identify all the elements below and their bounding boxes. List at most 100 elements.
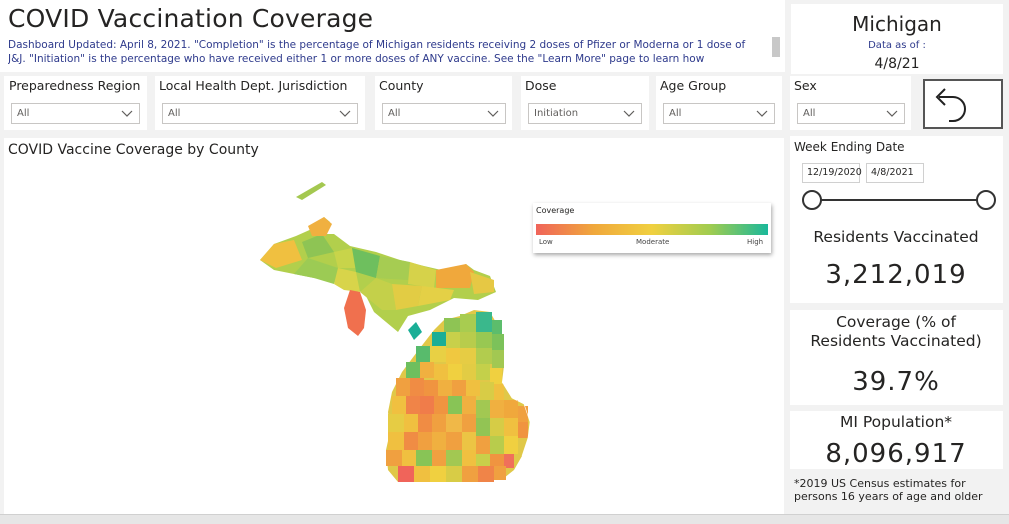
county[interactable] bbox=[404, 432, 418, 450]
county[interactable] bbox=[460, 348, 476, 364]
county-dropdown[interactable]: All bbox=[382, 103, 506, 124]
county[interactable] bbox=[386, 450, 402, 466]
county[interactable] bbox=[448, 396, 462, 414]
county[interactable] bbox=[476, 436, 490, 454]
county[interactable] bbox=[460, 314, 476, 332]
county-iron[interactable] bbox=[294, 258, 338, 284]
county[interactable] bbox=[396, 378, 410, 396]
slider-start-handle[interactable] bbox=[802, 190, 822, 210]
county[interactable] bbox=[490, 436, 504, 454]
county-chippewa[interactable] bbox=[436, 264, 474, 288]
county[interactable] bbox=[462, 414, 476, 432]
county[interactable] bbox=[446, 332, 460, 348]
county-alger[interactable] bbox=[376, 256, 410, 280]
county[interactable] bbox=[518, 422, 528, 438]
county[interactable] bbox=[432, 450, 446, 466]
county[interactable] bbox=[476, 364, 490, 380]
county[interactable] bbox=[398, 466, 414, 482]
county[interactable] bbox=[490, 400, 504, 418]
slider-end-handle[interactable] bbox=[976, 190, 996, 210]
county-mackinac[interactable] bbox=[418, 286, 454, 306]
county[interactable] bbox=[406, 396, 420, 414]
county-dickinson[interactable] bbox=[334, 268, 360, 292]
county[interactable] bbox=[404, 414, 418, 432]
county[interactable] bbox=[424, 380, 438, 396]
county[interactable] bbox=[452, 380, 466, 396]
county[interactable] bbox=[466, 380, 480, 396]
county-keweenaw-isle-royale[interactable] bbox=[296, 182, 326, 200]
county[interactable] bbox=[444, 318, 460, 332]
county[interactable] bbox=[504, 454, 514, 468]
county[interactable] bbox=[418, 432, 432, 450]
description-scrollbar[interactable] bbox=[772, 37, 780, 57]
county[interactable] bbox=[492, 320, 502, 334]
michigan-county-map[interactable] bbox=[4, 160, 564, 505]
county[interactable] bbox=[410, 378, 424, 396]
county[interactable] bbox=[446, 414, 462, 432]
county[interactable] bbox=[420, 396, 434, 414]
county[interactable] bbox=[462, 466, 478, 482]
county[interactable] bbox=[432, 414, 446, 432]
county-luce[interactable] bbox=[408, 262, 436, 288]
county[interactable] bbox=[416, 450, 432, 466]
county[interactable] bbox=[420, 362, 434, 378]
county-baraga[interactable] bbox=[334, 248, 356, 268]
county[interactable] bbox=[446, 450, 462, 466]
county[interactable] bbox=[438, 380, 452, 396]
county[interactable] bbox=[462, 364, 476, 380]
age-group-dropdown[interactable]: All bbox=[663, 103, 775, 124]
county[interactable] bbox=[434, 364, 448, 380]
county-delta[interactable] bbox=[360, 278, 396, 310]
county[interactable] bbox=[388, 414, 404, 432]
county-houghton[interactable] bbox=[308, 217, 332, 236]
county[interactable] bbox=[406, 362, 420, 378]
county[interactable] bbox=[430, 466, 446, 482]
county[interactable] bbox=[432, 332, 446, 346]
county[interactable] bbox=[462, 450, 476, 466]
end-date-input[interactable]: 4/8/2021 bbox=[866, 163, 924, 183]
county[interactable] bbox=[492, 350, 504, 368]
county[interactable] bbox=[446, 348, 460, 364]
county[interactable] bbox=[476, 312, 492, 332]
start-date-input[interactable]: 12/19/2020 bbox=[802, 163, 862, 183]
county[interactable] bbox=[434, 396, 448, 414]
county[interactable] bbox=[462, 432, 476, 450]
county[interactable] bbox=[476, 348, 492, 364]
county[interactable] bbox=[494, 384, 504, 400]
county[interactable] bbox=[446, 432, 462, 450]
county[interactable] bbox=[392, 396, 406, 414]
county[interactable] bbox=[414, 466, 430, 482]
county-schoolcraft[interactable] bbox=[392, 284, 422, 310]
dose-dropdown[interactable]: Initiation bbox=[528, 103, 642, 124]
county[interactable] bbox=[504, 400, 518, 418]
county[interactable] bbox=[478, 466, 494, 482]
county-menominee[interactable] bbox=[344, 290, 366, 336]
county[interactable] bbox=[388, 432, 404, 450]
preparedness-region-dropdown[interactable]: All bbox=[11, 103, 140, 124]
county[interactable] bbox=[504, 436, 518, 454]
back-button[interactable] bbox=[923, 79, 1003, 129]
county[interactable] bbox=[476, 400, 490, 418]
county[interactable] bbox=[460, 332, 476, 348]
county[interactable] bbox=[402, 450, 416, 466]
county-gogebic[interactable] bbox=[260, 240, 302, 268]
county[interactable] bbox=[480, 382, 494, 400]
sex-dropdown[interactable]: All bbox=[797, 103, 905, 124]
county[interactable] bbox=[448, 364, 462, 380]
county-leelanau[interactable] bbox=[408, 322, 422, 340]
county[interactable] bbox=[476, 418, 490, 436]
county[interactable] bbox=[504, 418, 518, 436]
date-range-slider[interactable] bbox=[800, 188, 1000, 212]
county[interactable] bbox=[490, 418, 504, 436]
county[interactable] bbox=[490, 454, 504, 468]
county[interactable] bbox=[432, 432, 446, 450]
county-marquette[interactable] bbox=[352, 248, 380, 278]
county[interactable] bbox=[476, 332, 492, 348]
county[interactable] bbox=[476, 454, 490, 468]
county[interactable] bbox=[518, 406, 528, 422]
county[interactable] bbox=[462, 396, 476, 414]
county[interactable] bbox=[446, 466, 462, 482]
county[interactable] bbox=[430, 346, 446, 362]
county[interactable] bbox=[492, 334, 504, 350]
county-ontonagon[interactable] bbox=[302, 234, 334, 258]
